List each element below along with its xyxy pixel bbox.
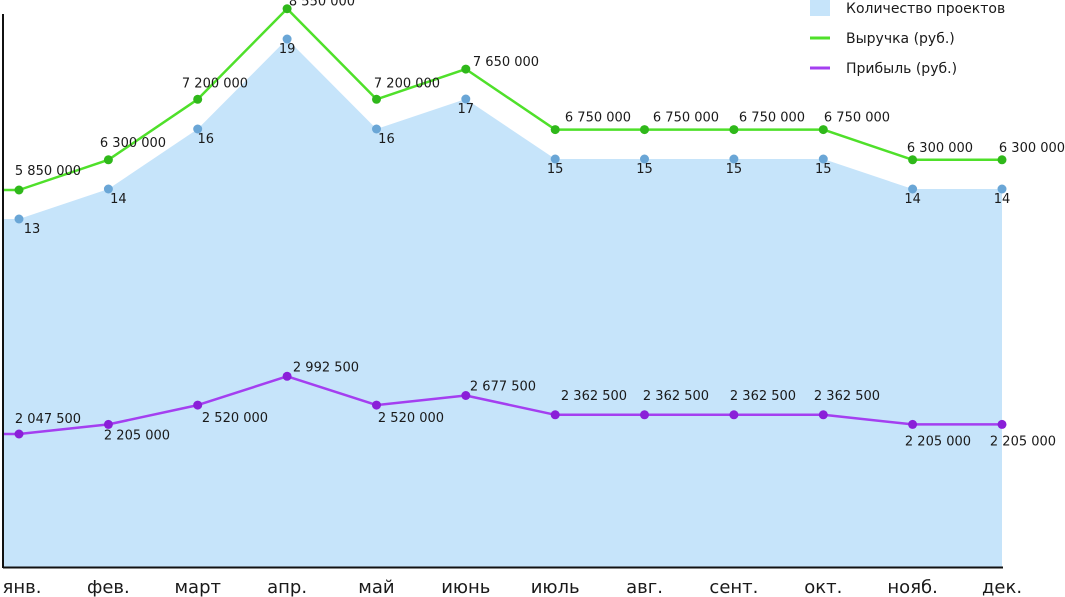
projects-label: 16 (197, 132, 214, 147)
profit-point (818, 410, 828, 420)
x-tick-label: нояб. (887, 577, 937, 597)
profit-label: 2 520 000 (378, 411, 444, 426)
projects-point (729, 154, 739, 164)
profit-point (997, 419, 1007, 429)
x-tick-label: июнь (441, 577, 490, 597)
projects-point (997, 184, 1007, 194)
revenue-label: 6 750 000 (739, 111, 805, 126)
revenue-point (193, 94, 203, 104)
projects-label: 15 (815, 162, 832, 177)
revenue-label: 7 200 000 (374, 76, 440, 91)
x-tick-label: дек. (982, 577, 1022, 597)
revenue-point (997, 155, 1007, 165)
projects-point (14, 214, 24, 224)
revenue-point (372, 94, 381, 104)
x-tick-label: март (174, 577, 221, 597)
revenue-point (14, 185, 24, 195)
revenue-point (640, 125, 649, 135)
profit-label: 2 677 500 (470, 380, 536, 395)
x-tick-label: авг. (626, 577, 663, 597)
profit-point (908, 419, 918, 429)
profit-label: 2 205 000 (990, 434, 1056, 449)
projects-point (818, 154, 828, 164)
projects-point (640, 154, 649, 164)
profit-label: 2 362 500 (730, 389, 796, 404)
revenue-point (550, 125, 560, 135)
revenue-point (818, 125, 828, 135)
profit-label: 2 362 500 (561, 389, 627, 404)
revenue-point (103, 155, 113, 165)
x-tick-label: май (358, 577, 394, 597)
profit-label: 2 992 500 (293, 360, 359, 375)
profit-point (193, 400, 203, 410)
revenue-label: 6 300 000 (100, 136, 166, 151)
revenue-point (908, 155, 918, 165)
projects-area (4, 39, 1002, 567)
revenue-point (729, 125, 739, 135)
x-tick-label: фев. (87, 577, 130, 597)
profit-label: 2 362 500 (643, 389, 709, 404)
revenue-label: 6 750 000 (565, 111, 631, 126)
revenue-label: 5 850 000 (15, 164, 81, 179)
profit-label: 2 205 000 (104, 428, 170, 443)
profit-point (14, 429, 24, 439)
profit-point (550, 410, 560, 420)
profit-label: 2 520 000 (202, 411, 268, 426)
projects-label: 14 (904, 192, 921, 207)
x-tick-label: апр. (267, 577, 307, 597)
projects-point (282, 34, 292, 44)
projects-label: 17 (458, 102, 475, 117)
legend-label: Прибыль (руб.) (846, 61, 957, 77)
projects-label: 15 (547, 162, 564, 177)
profit-label: 2 205 000 (905, 434, 971, 449)
profit-point (282, 371, 292, 381)
projects-label: 15 (636, 162, 653, 177)
x-tick-label: июль (531, 577, 580, 597)
projects-label: 14 (994, 192, 1011, 207)
revenue-point (461, 64, 471, 74)
revenue-label: 6 300 000 (907, 141, 973, 156)
profit-point (461, 391, 471, 400)
projects-label: 13 (24, 222, 41, 237)
profit-point (103, 419, 113, 429)
projects-label: 16 (378, 132, 395, 147)
profit-label: 2 047 500 (15, 412, 81, 427)
legend-label: Выручка (руб.) (846, 31, 955, 47)
projects-label: 15 (726, 162, 743, 177)
revenue-label: 7 650 000 (473, 55, 539, 70)
x-tick-label: янв. (3, 577, 42, 597)
profit-label: 2 362 500 (814, 389, 880, 404)
revenue-label: 7 200 000 (182, 76, 248, 91)
projects-point (372, 124, 381, 134)
revenue-point (282, 4, 292, 14)
projects-label: 14 (110, 192, 127, 207)
profit-point (729, 410, 739, 420)
projects-point (461, 94, 471, 104)
projects-point (908, 184, 918, 194)
revenue-label: 6 750 000 (653, 111, 719, 126)
legend-swatch-projects (810, 0, 830, 16)
projects-label: 19 (279, 42, 296, 57)
projects-point (103, 184, 113, 194)
profit-point (640, 410, 649, 420)
x-tick-label: сент. (709, 577, 758, 597)
legend-label: Количество проектов (846, 1, 1005, 17)
projects-point (193, 124, 203, 134)
revenue-label: 6 300 000 (999, 141, 1065, 156)
revenue-label: 8 550 000 (289, 0, 355, 10)
projects-point (550, 154, 560, 164)
x-tick-label: окт. (804, 577, 842, 597)
profit-point (372, 400, 381, 410)
revenue-label: 6 750 000 (824, 111, 890, 126)
